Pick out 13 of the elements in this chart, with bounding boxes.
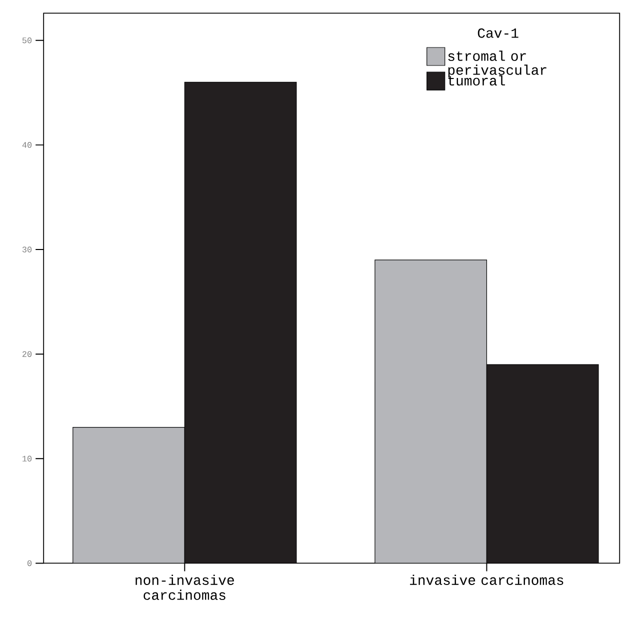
y-tick-label: 20 [22, 351, 32, 357]
bar [72, 426, 185, 564]
bar [374, 260, 488, 564]
x-tick-label: invasive carcinomas [410, 574, 564, 585]
y-tick-label: 30 [22, 246, 32, 252]
y-tick-label: 0 [28, 560, 32, 566]
y-tick-label: 50 [22, 37, 32, 44]
y-tick-label: 10 [22, 456, 32, 462]
bar [184, 82, 297, 564]
bar [486, 364, 599, 564]
x-tick-label: non-invasive carcinomas [136, 574, 234, 600]
y-tick-label: 40 [22, 142, 32, 148]
legend-title: Cav-1 [478, 28, 518, 38]
